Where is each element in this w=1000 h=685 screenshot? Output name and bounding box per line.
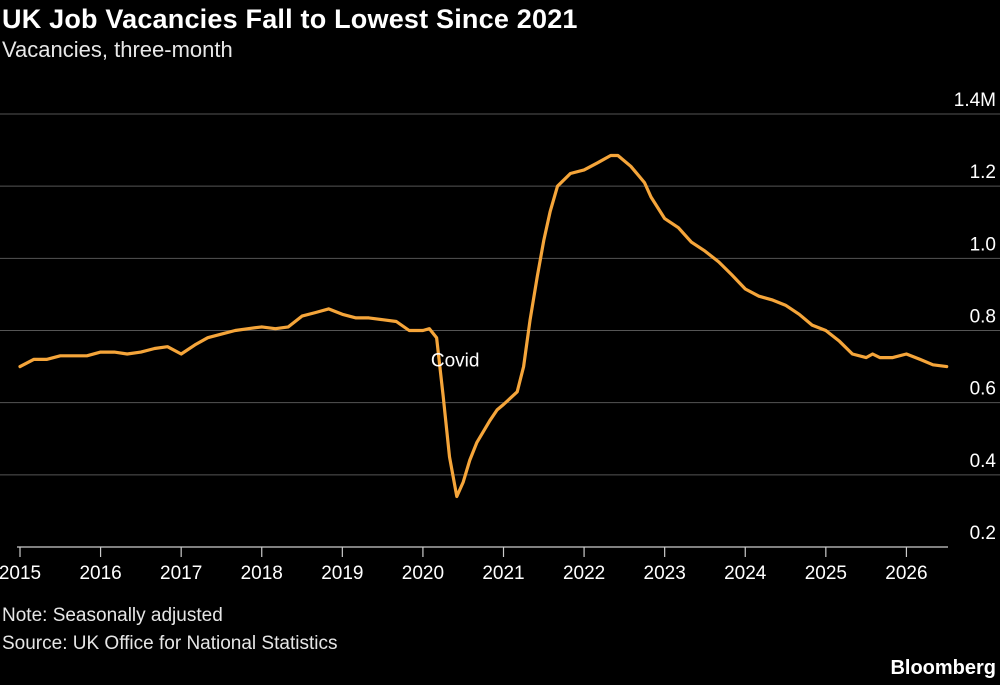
x-axis-tick-labels: 2015 2016 2017 2018 2019 2020 2021 2022 2023 2024… xyxy=(0,563,928,584)
x-tick-label: 2023 xyxy=(644,563,686,584)
chart-source: Source: UK Office for National Statistic… xyxy=(2,633,338,654)
x-tick-label: 2024 xyxy=(724,563,767,584)
y-tick-label: 0.6 xyxy=(970,379,996,400)
x-tick-label: 2016 xyxy=(79,563,121,584)
chart-title: UK Job Vacancies Fall to Lowest Since 20… xyxy=(2,4,578,34)
x-tick-label: 2019 xyxy=(321,563,363,584)
series-line xyxy=(18,153,949,499)
brand-logo: Bloomberg xyxy=(890,657,996,679)
annotations: Covid xyxy=(431,351,480,372)
x-tick-label: 2022 xyxy=(563,563,605,584)
series-lines xyxy=(18,153,949,499)
y-tick-label: 1.4M xyxy=(954,90,996,111)
y-axis-tick-labels: 0.2 0.4 0.6 0.8 1.0 1.2 1.4M xyxy=(954,90,997,544)
grid-lines xyxy=(0,113,1000,476)
y-tick-label: 0.2 xyxy=(970,523,996,544)
chart-note: Note: Seasonally adjusted xyxy=(2,605,223,626)
x-tick-label: 2017 xyxy=(160,563,202,584)
y-tick-label: 1.0 xyxy=(970,234,996,255)
x-tick-label: 2018 xyxy=(241,563,283,584)
chart-subtitle: Vacancies, three-month xyxy=(2,37,233,62)
annotation-label: Covid xyxy=(431,351,480,372)
x-tick-label: 2026 xyxy=(885,563,927,584)
y-tick-label: 0.4 xyxy=(970,451,997,472)
x-tick-label: 2015 xyxy=(0,563,41,584)
x-tick-label: 2025 xyxy=(805,563,847,584)
y-tick-label: 0.8 xyxy=(970,307,996,328)
x-tick-label: 2020 xyxy=(402,563,444,584)
x-axis xyxy=(17,546,948,557)
y-tick-label: 1.2 xyxy=(970,162,996,183)
x-tick-label: 2021 xyxy=(482,563,524,584)
